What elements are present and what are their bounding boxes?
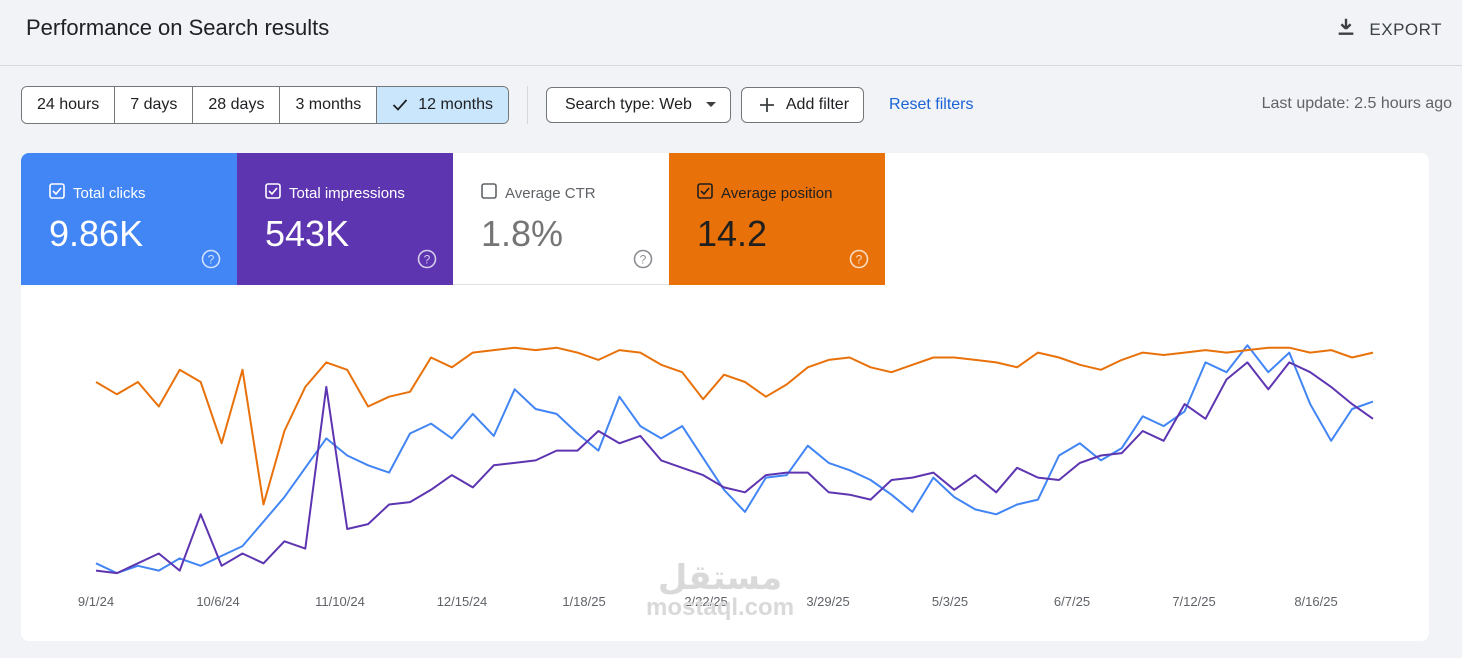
- svg-text:?: ?: [208, 253, 215, 267]
- range-24-hours[interactable]: 24 hours: [22, 87, 116, 123]
- metric-total-clicks[interactable]: Total clicks 9.86K ?: [21, 153, 237, 285]
- metric-value: 14.2: [697, 213, 768, 254]
- filter-bar: 24 hours 7 days 28 days 3 months 12 mont…: [21, 86, 973, 124]
- x-tick-label: 9/1/24: [78, 594, 114, 609]
- svg-text:?: ?: [856, 253, 863, 267]
- divider: [526, 86, 528, 124]
- last-update: Last update: 2.5 hours ago: [1261, 95, 1452, 112]
- x-tick-label: 5/3/25: [932, 594, 968, 609]
- metric-label: Average position: [721, 184, 833, 202]
- help-icon[interactable]: ?: [633, 249, 653, 274]
- x-tick-label: 12/15/24: [437, 594, 488, 609]
- metric-label: Average CTR: [505, 184, 596, 202]
- range-28-days[interactable]: 28 days: [193, 87, 281, 123]
- checkbox-checked-icon[interactable]: [697, 183, 713, 203]
- x-tick-label: 1/18/25: [562, 594, 605, 609]
- metric-value: 1.8%: [481, 213, 564, 254]
- svg-text:?: ?: [424, 253, 431, 267]
- metric-label: Total clicks: [73, 184, 146, 202]
- x-tick-label: 11/10/24: [315, 594, 365, 609]
- help-icon[interactable]: ?: [417, 249, 437, 274]
- svg-text:?: ?: [640, 253, 647, 267]
- metric-value: 9.86K: [49, 213, 144, 254]
- plus-icon: [759, 98, 774, 112]
- x-tick-label: 8/16/25: [1294, 594, 1337, 609]
- range-7-days[interactable]: 7 days: [115, 87, 194, 123]
- range-3-months[interactable]: 3 months: [280, 87, 378, 123]
- metric-total-impressions[interactable]: Total impressions 543K ?: [237, 153, 453, 285]
- series-line-total-impressions: [95, 361, 1374, 575]
- range-12-months[interactable]: 12 months: [377, 87, 508, 123]
- add-filter-button[interactable]: Add filter: [740, 87, 865, 123]
- check-icon: [392, 98, 408, 112]
- caret-down-icon: [705, 102, 716, 108]
- performance-chart: 9/1/24 10/6/24 11/10/24 12/15/24 1/18/25 2/22…: [78, 344, 1374, 609]
- help-icon[interactable]: ?: [201, 249, 221, 274]
- series-line-total-clicks: [95, 344, 1374, 575]
- export-button[interactable]: EXPORT: [1335, 16, 1442, 43]
- top-bar: Performance on Search results EXPORT: [0, 0, 1462, 66]
- metric-average-position[interactable]: Average position 14.2 ?: [669, 153, 885, 285]
- reset-filters-link[interactable]: Reset filters: [889, 96, 974, 113]
- x-tick-label: 3/29/25: [806, 594, 849, 609]
- x-tick-label: 6/7/25: [1054, 594, 1090, 609]
- search-type-dropdown[interactable]: Search type: Web: [545, 87, 731, 123]
- x-tick-label: 10/6/24: [196, 594, 239, 609]
- performance-card: Total clicks 9.86K ? Total impressions 5…: [21, 153, 1429, 641]
- metric-average-ctr[interactable]: Average CTR 1.8% ?: [453, 153, 669, 285]
- checkbox-checked-icon[interactable]: [265, 183, 281, 203]
- x-tick-label: 7/12/25: [1172, 594, 1215, 609]
- metric-label: Total impressions: [289, 184, 405, 202]
- page-title: Performance on Search results: [26, 15, 330, 40]
- checkbox-checked-icon[interactable]: [49, 183, 65, 203]
- metric-value: 543K: [265, 213, 350, 254]
- download-icon: [1335, 16, 1357, 43]
- export-label: EXPORT: [1369, 19, 1442, 39]
- date-range-group: 24 hours 7 days 28 days 3 months 12 mont…: [21, 86, 509, 124]
- help-icon[interactable]: ?: [849, 249, 869, 274]
- x-tick-label: 2/22/25: [684, 594, 727, 609]
- series-line-average-position: [95, 346, 1374, 506]
- checkbox-unchecked-icon[interactable]: [481, 183, 497, 203]
